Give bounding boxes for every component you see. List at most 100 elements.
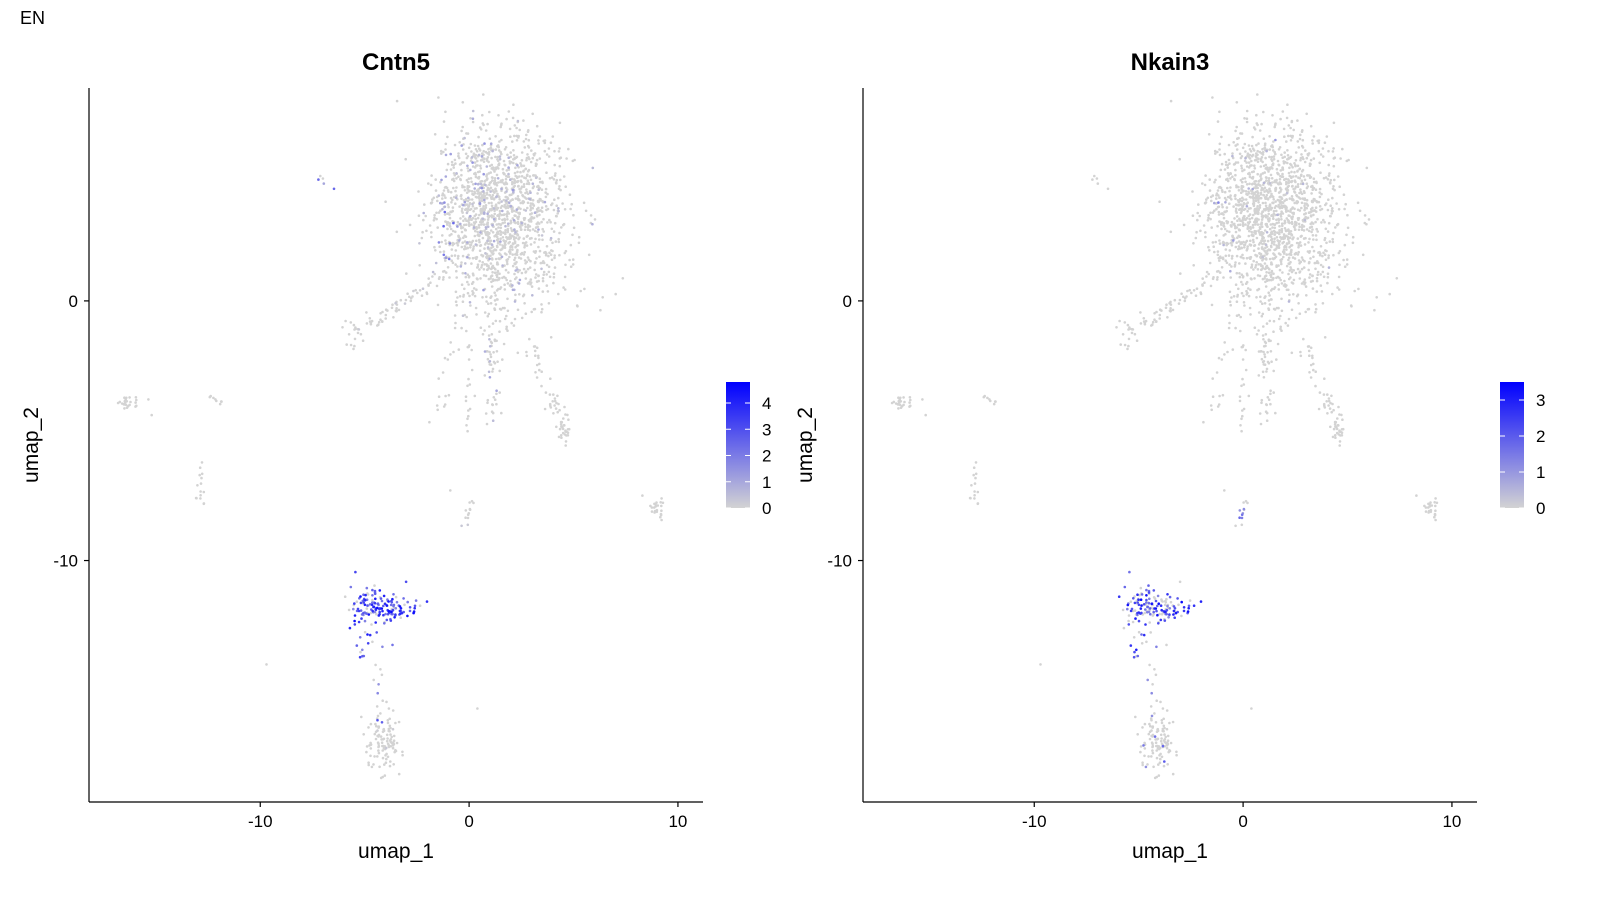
cell-point <box>1255 333 1259 336</box>
cell-point <box>506 210 509 213</box>
cell-point <box>1196 218 1199 222</box>
cell-point <box>1285 217 1289 220</box>
cell-point <box>390 742 394 745</box>
cell-point <box>1149 724 1152 728</box>
cell-point <box>495 223 499 226</box>
cell-point <box>442 276 445 279</box>
cell-point <box>1221 393 1225 397</box>
cell-point <box>513 317 517 321</box>
cell-point <box>1270 177 1274 180</box>
cell-point <box>1127 337 1131 341</box>
cell-point <box>526 256 530 259</box>
cell-point <box>1266 239 1270 243</box>
cell-point <box>478 213 481 217</box>
cell-point <box>531 182 535 185</box>
cell-point <box>563 251 567 255</box>
cell-point <box>1270 298 1273 301</box>
cell-point <box>421 230 424 234</box>
cell-point <box>591 166 595 170</box>
cell-point <box>1236 236 1239 239</box>
cell-point <box>382 604 385 608</box>
cell-point <box>564 444 567 447</box>
cell-point <box>1283 279 1286 283</box>
cell-point <box>1215 371 1219 374</box>
cell-point <box>1166 763 1169 766</box>
cell-point <box>1249 225 1252 229</box>
cell-point <box>1230 198 1233 201</box>
cell-point <box>1332 121 1336 125</box>
cell-point <box>506 218 509 221</box>
cell-point <box>1232 295 1236 298</box>
colorbar-tick-label: 2 <box>1536 427 1545 446</box>
cell-point <box>1143 611 1147 615</box>
cell-point <box>491 231 495 234</box>
cell-point <box>451 198 454 202</box>
cell-point <box>463 136 466 140</box>
cell-point <box>1280 282 1284 285</box>
cell-point <box>1265 224 1268 227</box>
cell-point <box>457 348 461 351</box>
cell-point <box>1333 423 1337 426</box>
cell-point <box>494 203 498 206</box>
cell-point <box>513 124 517 127</box>
cell-point <box>538 213 541 217</box>
cell-point <box>568 258 571 262</box>
cell-point <box>486 225 490 228</box>
cell-point <box>1338 440 1342 443</box>
cell-point <box>394 607 398 610</box>
cell-point <box>1297 228 1301 232</box>
cell-point <box>505 327 508 331</box>
cell-point <box>908 405 911 408</box>
cell-point <box>388 724 392 728</box>
cell-point <box>556 394 559 398</box>
cell-point <box>433 272 437 276</box>
cell-point <box>1272 252 1275 255</box>
cell-point <box>357 328 361 331</box>
cell-point <box>479 196 482 200</box>
cell-point <box>1248 182 1251 186</box>
cell-point <box>1247 294 1251 298</box>
cell-point <box>1273 286 1277 289</box>
cell-point <box>527 182 531 186</box>
cell-point <box>375 724 378 728</box>
cell-point <box>1231 175 1234 178</box>
cell-point <box>1260 122 1263 126</box>
cell-point <box>1239 315 1242 319</box>
cell-point <box>512 324 516 327</box>
cell-point <box>486 264 489 267</box>
cell-point <box>1331 435 1335 439</box>
cell-point <box>1271 222 1275 226</box>
cell-point <box>509 221 513 224</box>
cell-point <box>1262 376 1266 379</box>
cell-point <box>457 152 460 155</box>
cell-point <box>532 250 536 253</box>
cell-point <box>517 222 520 225</box>
cell-point <box>660 497 663 500</box>
cell-point <box>450 160 454 164</box>
cell-point <box>1240 280 1243 284</box>
cell-point <box>1139 750 1142 754</box>
cell-point <box>444 259 447 262</box>
cell-point <box>559 434 563 437</box>
cell-point <box>536 230 539 234</box>
cell-point <box>1148 722 1151 726</box>
cell-point <box>1287 219 1290 223</box>
cell-point <box>1335 431 1339 435</box>
cell-point <box>514 166 517 170</box>
cell-point <box>1282 127 1286 131</box>
cell-point <box>1244 156 1247 160</box>
cell-point <box>526 206 529 210</box>
cell-point <box>599 308 602 312</box>
cell-point <box>511 140 514 143</box>
cell-point <box>1251 195 1255 198</box>
cell-point <box>1306 174 1309 177</box>
cell-point <box>502 172 506 176</box>
cell-point <box>376 755 379 758</box>
cell-point <box>489 171 493 174</box>
cell-point <box>353 337 357 341</box>
cell-point <box>1273 206 1277 209</box>
cell-point <box>1240 291 1244 295</box>
cell-point <box>460 193 463 197</box>
cell-point <box>368 317 372 320</box>
cell-point <box>1287 232 1291 236</box>
